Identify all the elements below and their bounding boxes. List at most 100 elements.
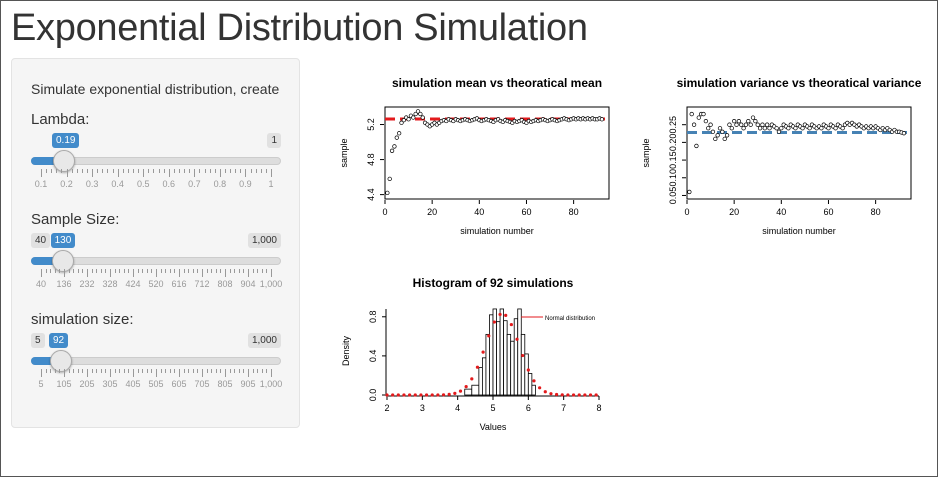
lambda-ticks [31,169,281,177]
slider-minor-tick [215,269,217,273]
slider-minor-tick [50,369,52,373]
slider-minor-tick [100,269,102,273]
data-point [786,126,791,131]
slider-minor-tick [238,369,240,373]
simulation-size-slider-handle[interactable] [50,350,72,372]
simulation-size-tick-labels: 5 105 205 305 405 505 605 705 805 905 1,000 [31,379,282,391]
slider-minor-tick [96,269,98,273]
sample-size-slider-fill [31,257,63,265]
y-tick-label: 0.25 [668,116,678,134]
x-tick-label: 5 [490,403,495,413]
x-tick-label: 80 [569,207,579,217]
x-tick-label: 8 [596,403,601,413]
lambda-slider-handle[interactable] [53,150,75,172]
slider-tick-label: 305 [102,379,118,389]
histogram-chart: Histogram of 92 simulations Values Density… [341,276,602,432]
slider-minor-tick [173,169,175,173]
x-tick-label: 4 [455,403,460,413]
normal-curve-point [470,377,474,381]
slider-tick-label: 0.1 [34,179,48,189]
slider-minor-tick [50,269,52,273]
slider-minor-tick [100,369,102,373]
slider-minor-tick [174,369,176,373]
data-point [840,126,845,131]
slider-minor-tick [197,269,199,273]
slider-minor-tick [151,369,153,373]
data-point [396,131,402,136]
slider-minor-tick [220,369,222,373]
slider-minor-tick [257,269,259,273]
simulation-size-max-badge: 1,000 [247,333,281,348]
data-point [774,126,779,131]
slider-tick-label: 40 [35,279,47,289]
x-tick-label: 80 [871,207,881,217]
data-point [901,131,907,136]
slider-major-tick [245,169,247,177]
sample-size-min-badge: 40 [31,233,51,248]
slider-tick-label: 616 [171,279,187,289]
histogram-bar [481,357,487,396]
normal-curve-point [453,391,457,395]
normal-curve-point [566,393,570,397]
slider-tick-label: 136 [56,279,72,289]
data-point [741,126,746,131]
slider-major-tick [194,169,196,177]
data-point [746,119,751,124]
slider-major-tick [133,369,134,377]
normal-curve-point [532,379,536,383]
normal-curve-point [464,385,468,389]
normal-curve-point [481,350,485,354]
slider-minor-tick [160,269,162,273]
slider-minor-tick [81,169,83,173]
y-tick-label: 0.10 [668,169,678,187]
slider-minor-tick [107,169,109,173]
data-point [401,117,407,123]
histogram-bar [496,321,501,396]
data-point [750,115,756,120]
x-tick-label: 40 [776,207,786,217]
slider-minor-tick [87,169,88,173]
normal-curve-point [475,365,480,369]
sample-size-value-badge: 130 [50,233,76,248]
slider-minor-tick [127,169,129,173]
slider-minor-tick [209,169,211,173]
lambda-tick-labels: 0.1 0.2 0.3 0.4 0.5 0.6 0.7 0.8 0.9 1 [31,179,281,191]
slider-minor-tick [119,369,121,373]
normal-curve-point [594,393,598,397]
normal-curve-point [521,353,525,358]
slider-tick-label: 808 [217,279,233,289]
data-point [727,122,732,127]
slider-minor-tick [184,169,186,173]
normal-curve-point [560,393,564,397]
normal-curve-point [492,320,497,324]
slider-minor-tick [46,169,48,173]
data-point [724,133,730,138]
normal-curve-point [487,334,491,338]
data-point [767,126,772,131]
slider-major-tick [202,269,203,277]
slider-major-tick [41,269,42,277]
data-point [703,119,709,124]
slider-tick-label: 0.8 [213,179,227,189]
slider-major-tick [248,369,249,377]
slider-minor-tick [56,169,58,173]
slider-minor-tick [266,369,268,373]
normal-curve-point [583,393,587,397]
sample-size-slider-handle[interactable] [51,250,74,272]
slider-major-tick [110,269,111,277]
slider-minor-tick [77,269,79,273]
page-title: Exponential Distribution Simulation [11,7,588,49]
normal-curve-point [385,393,389,397]
slider-major-tick [248,269,249,277]
slider-major-tick [225,369,226,377]
data-point [715,133,720,138]
data-point [696,115,701,120]
slider-minor-tick [260,169,262,173]
y-axis-label: sample [641,138,651,167]
data-point [826,126,831,131]
data-point [694,143,699,149]
slider-major-tick [64,269,65,277]
lambda-value-badge: 0.19 [52,133,80,148]
data-point [760,122,765,127]
data-point [691,122,697,127]
